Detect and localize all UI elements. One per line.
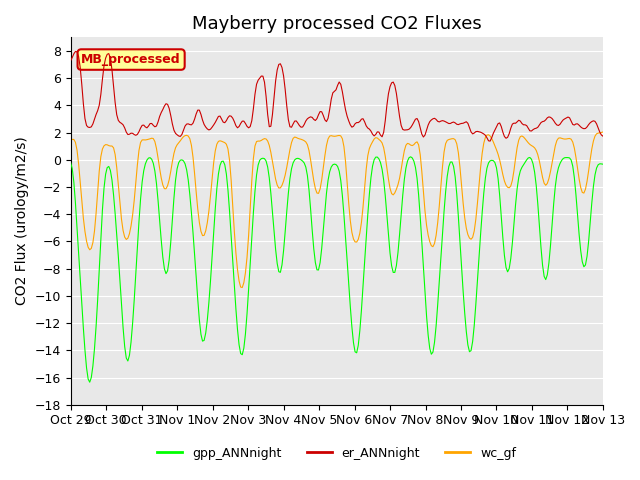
Title: Mayberry processed CO2 Fluxes: Mayberry processed CO2 Fluxes: [192, 15, 482, 33]
Text: MB_processed: MB_processed: [81, 53, 181, 66]
Y-axis label: CO2 Flux (urology/m2/s): CO2 Flux (urology/m2/s): [15, 137, 29, 305]
Legend: gpp_ANNnight, er_ANNnight, wc_gf: gpp_ANNnight, er_ANNnight, wc_gf: [152, 442, 521, 465]
